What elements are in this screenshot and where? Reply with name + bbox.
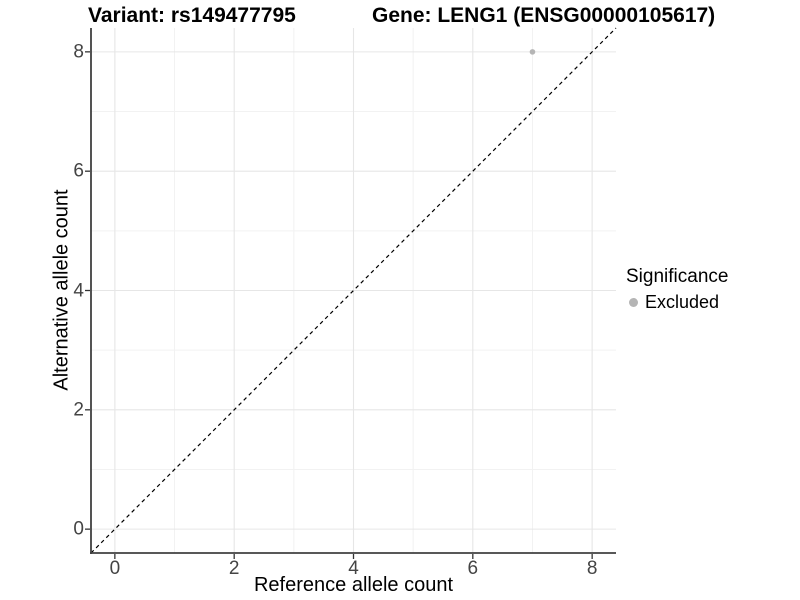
x-tick-label: 4 — [348, 558, 359, 579]
y-tick-label: 2 — [73, 399, 84, 421]
plot-title-variant: Variant: rs149477795 — [88, 4, 296, 27]
data-point — [529, 49, 536, 55]
identity-dashed-line — [90, 27, 617, 554]
y-tick-label: 6 — [73, 160, 84, 182]
x-tick-label: 6 — [467, 558, 479, 579]
x-tick-label: 0 — [109, 558, 121, 579]
x-tick-label: 8 — [586, 558, 598, 579]
legend-item: Excluded — [629, 292, 798, 314]
legend-item-label: Excluded — [645, 291, 720, 312]
legend: Significance Excluded — [626, 265, 798, 313]
x-axis-title: Reference allele count — [253, 574, 453, 596]
y-tick-label: 0 — [73, 518, 84, 540]
legend-title: Significance — [626, 266, 729, 287]
plot-title-gene: Gene: LENG1 (ENSG00000105617) — [372, 4, 716, 27]
legend-items: Excluded — [626, 292, 798, 314]
y-tick-label: 4 — [73, 280, 84, 301]
y-tick-label: 8 — [73, 41, 84, 63]
x-tick-label: 2 — [228, 558, 240, 579]
legend-point-icon — [629, 298, 638, 308]
